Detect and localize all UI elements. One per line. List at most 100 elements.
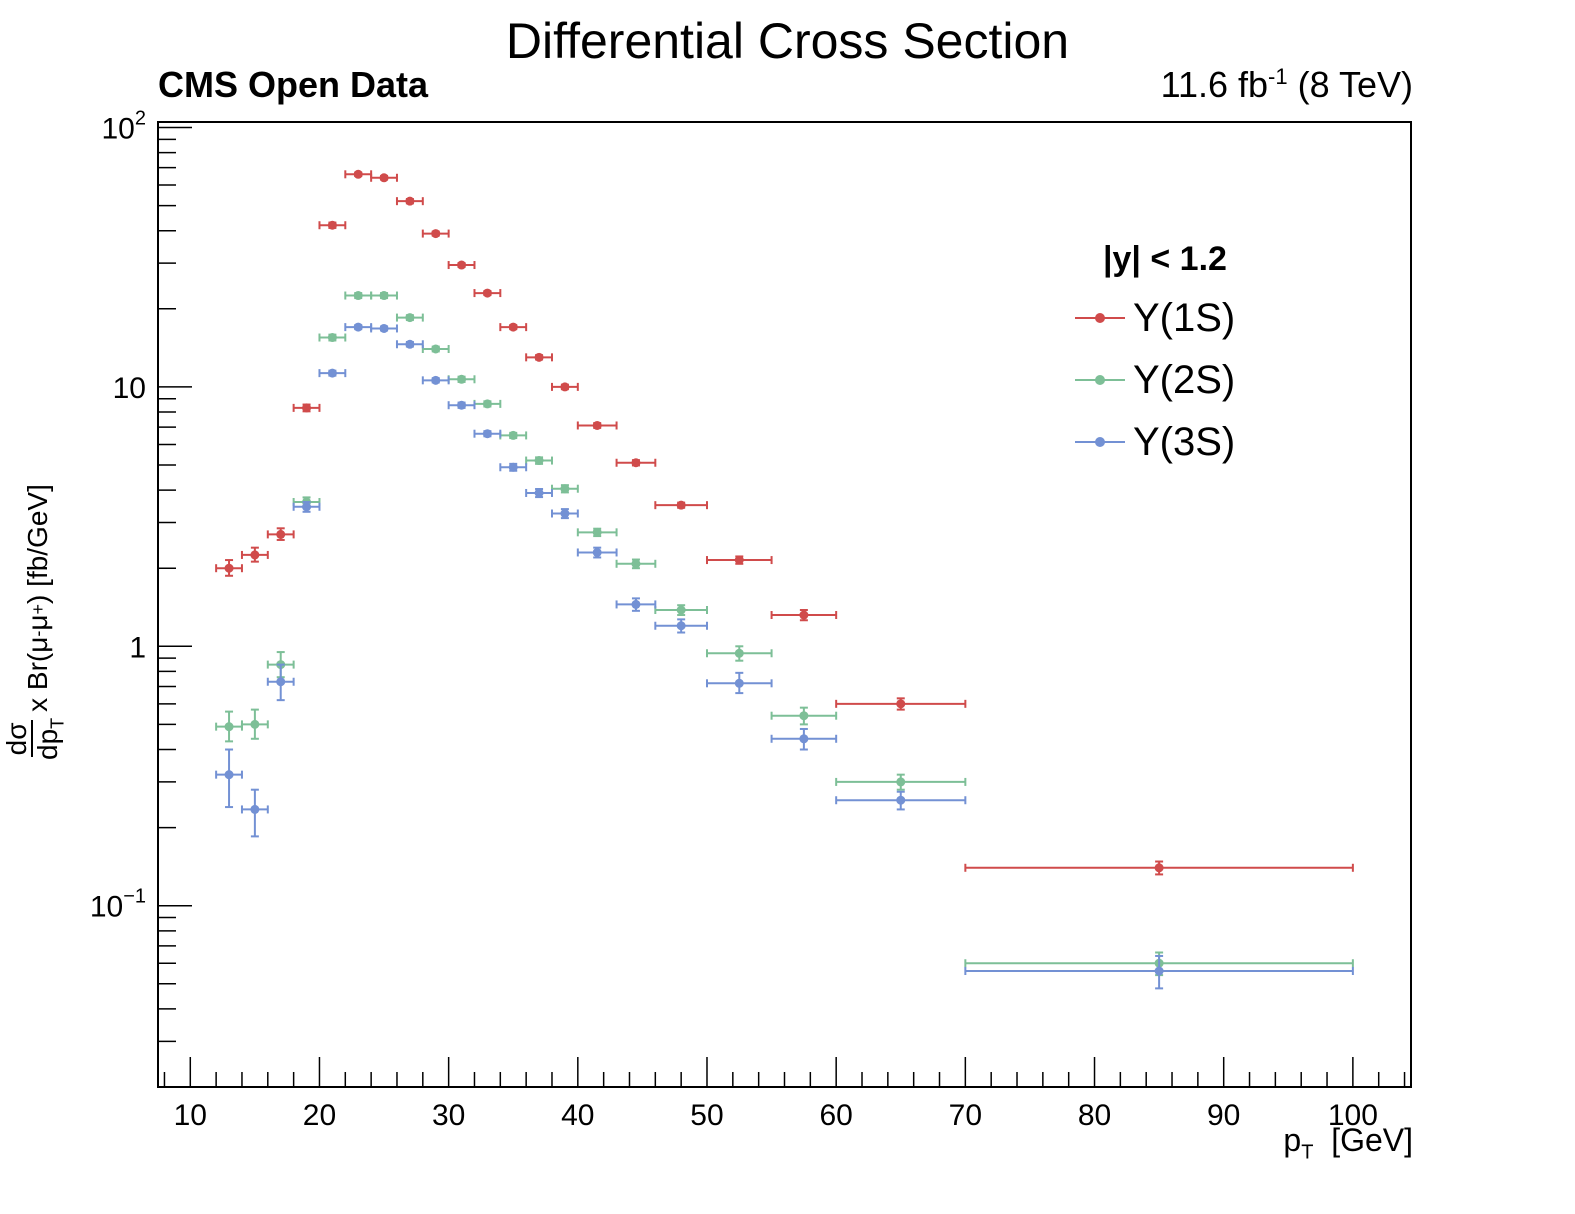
data-point: [534, 456, 544, 466]
data-point: [431, 229, 441, 239]
x-tick-label: 100: [1328, 1099, 1378, 1132]
legend-item-2s: Υ(2S): [1075, 349, 1335, 411]
x-tick-label: 10: [174, 1099, 207, 1132]
data-point: [379, 323, 389, 333]
data-point: [560, 382, 570, 392]
series-3: [215, 322, 1354, 990]
data-point: [457, 374, 467, 384]
data-point: [508, 430, 518, 440]
legend-item-3s: Υ(3S): [1075, 411, 1335, 473]
data-point: [534, 352, 544, 362]
y-tick-label: 10−1: [90, 886, 146, 924]
series-2: [215, 291, 1354, 977]
data-point: [224, 722, 234, 732]
x-tick-label: 90: [1207, 1099, 1240, 1132]
data-point: [431, 375, 441, 385]
legend-label-1s: Υ(1S): [1133, 295, 1236, 340]
y-tick-label: 1: [129, 631, 146, 664]
data-point: [457, 400, 467, 410]
data-point: [560, 509, 570, 519]
data-point: [799, 711, 809, 721]
data-point: [896, 777, 906, 787]
series-1: [215, 169, 1354, 876]
data-point: [676, 621, 686, 631]
x-axis-main: p: [1283, 1122, 1302, 1158]
data-point: [592, 547, 602, 557]
y-tick-label: 102: [102, 107, 147, 145]
data-point: [592, 420, 602, 430]
legend-header: |y| < 1.2: [1103, 240, 1227, 278]
legend-swatch-3s: [1075, 434, 1125, 450]
x-tick-label: 70: [949, 1099, 982, 1132]
data-point: [276, 529, 286, 539]
x-axis-unit: [GeV]: [1331, 1122, 1413, 1158]
data-point: [734, 648, 744, 658]
data-point: [1154, 863, 1164, 873]
lumi-energy: (8 TeV): [1297, 64, 1413, 105]
data-point: [482, 429, 492, 439]
x-axis-label: pT [GeV]: [1283, 1122, 1413, 1164]
legend-swatch-1s: [1075, 310, 1125, 326]
data-point: [302, 403, 312, 413]
x-tick-label: 30: [432, 1099, 465, 1132]
x-tick-label: 20: [303, 1099, 336, 1132]
lumi-value: 11.6 fb: [1160, 64, 1269, 105]
x-tick-label: 40: [561, 1099, 594, 1132]
legend-label-3s: Υ(3S): [1133, 419, 1236, 464]
data-point: [1154, 966, 1164, 976]
data-point: [676, 605, 686, 615]
data-point: [353, 169, 363, 179]
luminosity-label: 11.6 fb-1 (8 TeV): [1161, 64, 1413, 106]
data-point: [379, 173, 389, 183]
legend-dot-2s: [1095, 375, 1105, 385]
data-point: [631, 559, 641, 569]
data-point: [482, 288, 492, 298]
data-point: [457, 260, 467, 270]
data-point: [896, 795, 906, 805]
data-point: [224, 563, 234, 573]
data-point: [508, 462, 518, 472]
data-point: [405, 196, 415, 206]
x-tick-label: 60: [819, 1099, 852, 1132]
data-point: [734, 678, 744, 688]
data-point: [799, 734, 809, 744]
data-point: [592, 527, 602, 537]
data-point: [250, 719, 260, 729]
data-point: [224, 770, 234, 780]
data-point: [896, 699, 906, 709]
data-point: [631, 458, 641, 468]
y-tick-label: 10: [113, 372, 146, 405]
data-point: [302, 502, 312, 512]
legend-swatch-2s: [1075, 372, 1125, 388]
chart-title: Differential Cross Section: [505, 13, 1070, 69]
data-point: [799, 610, 809, 620]
data-point: [327, 333, 337, 343]
legend-label-2s: Υ(2S): [1133, 357, 1236, 402]
data-point: [327, 220, 337, 230]
data-point: [250, 804, 260, 814]
legend-dot-1s: [1095, 313, 1105, 323]
experiment-label: CMS Open Data: [158, 64, 429, 105]
data-point: [534, 488, 544, 498]
data-point: [508, 322, 518, 332]
legend-dot-3s: [1095, 437, 1105, 447]
lumi-exponent: -1: [1268, 64, 1288, 89]
data-point: [405, 313, 415, 323]
data-point: [734, 555, 744, 565]
data-point: [353, 322, 363, 332]
legend: |y| < 1.2 Υ(1S) Υ(2S) Υ(3S): [1075, 240, 1335, 473]
x-axis-sub: T: [1301, 1141, 1314, 1164]
data-point: [405, 339, 415, 349]
data-point: [676, 500, 686, 510]
x-tick-label: 50: [690, 1099, 723, 1132]
data-point: [327, 368, 337, 378]
data-point: [431, 344, 441, 354]
x-tick-label: 80: [1078, 1099, 1111, 1132]
data-point: [631, 599, 641, 609]
legend-item-1s: Υ(1S): [1075, 287, 1335, 349]
data-point: [276, 677, 286, 687]
data-point: [379, 291, 389, 301]
data-point: [353, 291, 363, 301]
data-point: [560, 484, 570, 494]
